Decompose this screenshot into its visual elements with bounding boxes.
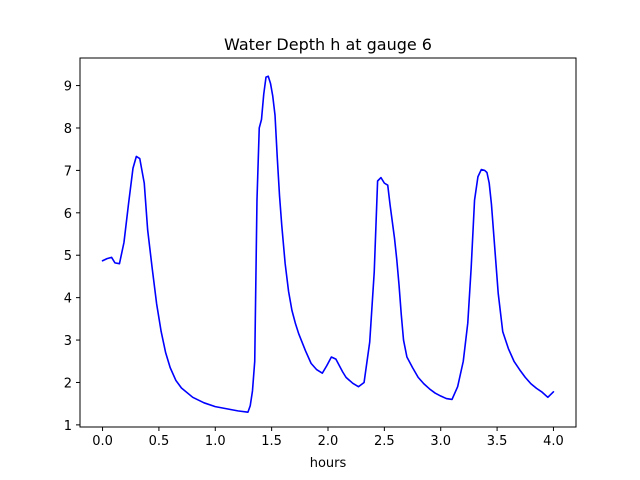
x-tick-label: 3.0 [430, 434, 451, 449]
plot-area [101, 75, 555, 413]
x-axis-label: hours [310, 456, 347, 471]
x-tick-label: 1.5 [261, 434, 282, 449]
y-tick-label: 9 [64, 80, 72, 95]
y-tick-label: 3 [64, 334, 72, 349]
x-axis: 0.0 0.5 1.0 1.5 2.0 2.5 3.0 3.5 4.0 [92, 427, 564, 449]
y-tick-label: 2 [64, 376, 72, 391]
x-tick-label: 3.5 [487, 434, 508, 449]
x-tick-label: 0.5 [149, 434, 170, 449]
y-tick-label: 1 [64, 419, 72, 434]
y-tick-label: 8 [64, 122, 72, 137]
y-tick-label: 4 [64, 292, 72, 307]
x-tick-label: 1.0 [205, 434, 226, 449]
x-tick-label: 0.0 [92, 434, 113, 449]
x-tick-label: 2.5 [374, 434, 395, 449]
chart-title: Water Depth h at gauge 6 [224, 35, 432, 54]
x-tick-label: 2.0 [318, 434, 339, 449]
x-tick-label: 4.0 [543, 434, 564, 449]
series-line [101, 75, 555, 413]
y-axis: 1 2 3 4 5 6 7 8 9 [64, 80, 80, 434]
y-tick-label: 5 [64, 249, 72, 264]
y-tick-label: 6 [64, 207, 72, 222]
y-tick-label: 7 [64, 164, 72, 179]
